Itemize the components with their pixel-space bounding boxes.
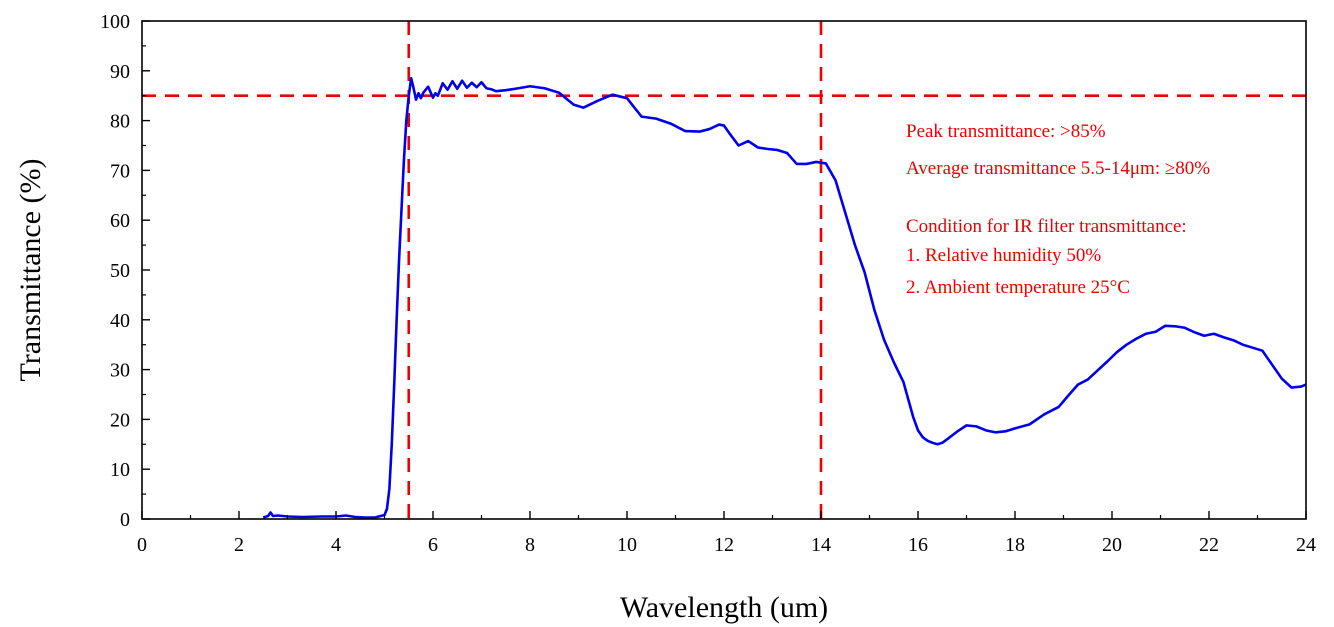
series-line-1 xyxy=(262,76,1307,519)
y-axis-title: Transmittance (%) xyxy=(14,158,47,381)
annotation-condition-title: Condition for IR filter transmittance: xyxy=(906,216,1187,237)
y-tick-label: 10 xyxy=(110,459,130,481)
y-axis: 0 10 20 30 40 50 60 70 80 90 100 xyxy=(100,11,150,531)
annotation-condition-2: 2. Ambient temperature 25°C xyxy=(906,277,1130,298)
y-tick-label: 0 xyxy=(120,509,130,531)
annotation-average: Average transmittance 5.5-14μm: ≥80% xyxy=(906,158,1210,179)
x-tick-label: 12 xyxy=(714,534,734,556)
y-tick-label: 50 xyxy=(110,260,130,282)
x-tick-label: 20 xyxy=(1102,534,1122,556)
x-axis-title: Wavelength (um) xyxy=(620,591,828,624)
annotation-block: Peak transmittance: >85% Average transmi… xyxy=(906,121,1210,298)
annotation-peak: Peak transmittance: >85% xyxy=(906,121,1106,142)
y-tick-label: 40 xyxy=(110,310,130,332)
y-tick-label: 90 xyxy=(110,61,130,83)
x-tick-label: 6 xyxy=(428,534,438,556)
x-tick-label: 14 xyxy=(811,534,831,556)
x-axis: 0 2 4 6 8 10 12 14 16 18 20 22 24 xyxy=(137,511,1316,556)
x-tick-label: 16 xyxy=(908,534,928,556)
x-tick-label: 4 xyxy=(331,534,341,556)
y-tick-label: 70 xyxy=(110,160,130,182)
series-layer xyxy=(262,76,1307,519)
x-tick-label: 2 xyxy=(234,534,244,556)
y-tick-label: 80 xyxy=(110,111,130,133)
x-tick-label: 0 xyxy=(137,534,147,556)
annotation-condition-1: 1. Relative humidity 50% xyxy=(906,245,1101,266)
y-tick-label: 20 xyxy=(110,409,130,431)
y-tick-label: 60 xyxy=(110,210,130,232)
x-tick-label: 8 xyxy=(525,534,535,556)
x-tick-label: 10 xyxy=(617,534,637,556)
y-tick-label: 100 xyxy=(100,11,130,33)
reference-lines xyxy=(142,21,1306,519)
x-tick-label: 24 xyxy=(1296,534,1316,556)
y-tick-label: 30 xyxy=(110,360,130,382)
x-tick-label: 22 xyxy=(1199,534,1219,556)
x-tick-label: 18 xyxy=(1005,534,1025,556)
